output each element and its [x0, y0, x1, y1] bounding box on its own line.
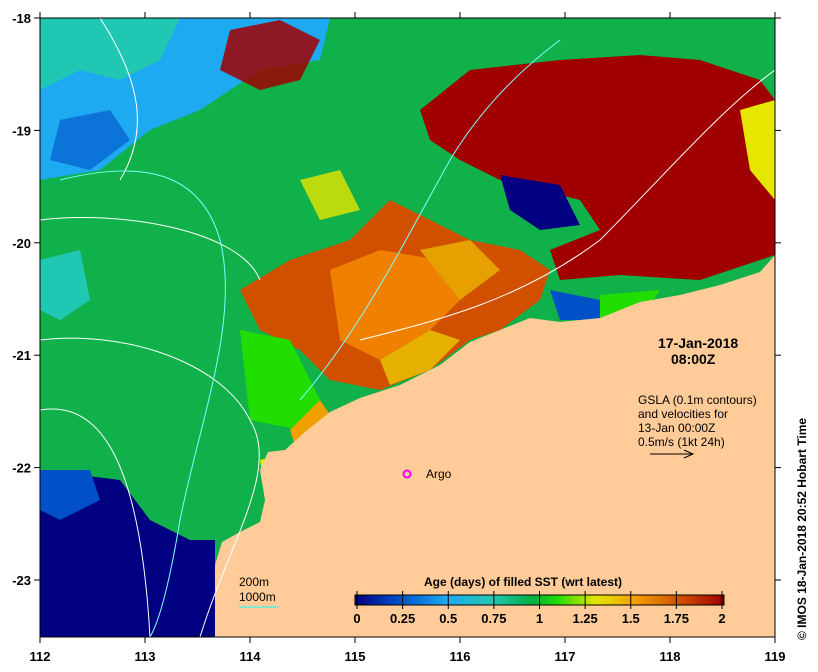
colorbar-tick-label: 1.5	[622, 611, 640, 626]
lat-tick-label: -18	[12, 11, 31, 26]
lon-tick-label: 114	[240, 649, 262, 664]
sst-field	[40, 18, 775, 637]
axis-ticks: 112 113 114 115 116 117 118 119 -18 -19 -20 -21 -22 -…	[12, 11, 785, 664]
colorbar-title: Age (days) of filled SST (wrt latest)	[424, 575, 622, 589]
lon-tick-label: 115	[345, 649, 366, 664]
gsla-line-1: GSLA (0.1m contours)	[638, 393, 757, 407]
colorbar-ticks: 0 0.25 0.5 0.75 1 1.25 1.5 1.75 2	[353, 591, 726, 626]
colorbar-tick-label: 1.25	[572, 611, 597, 626]
colorbar-tick-label: 0.75	[481, 611, 506, 626]
map-frame	[39, 17, 776, 638]
colorbar-tick-label: 1.75	[664, 611, 689, 626]
gsla-line-4: 0.5m/s (1kt 24h)	[638, 435, 725, 449]
argo-float-marker[interactable]	[402, 469, 412, 479]
lat-tick-label: -20	[12, 236, 31, 251]
colorbar-tick-label: 0.5	[439, 611, 457, 626]
lat-tick-label: -19	[12, 123, 31, 138]
lat-tick-label: -23	[12, 573, 31, 588]
credit-text: © IMOS 18-Jan-2018 20:52 Hobart Time	[795, 418, 809, 640]
lat-tick-label: -21	[12, 348, 31, 363]
colorbar-tick-label: 1	[536, 611, 543, 626]
colorbar-tick-label: 0.25	[390, 611, 415, 626]
colorbar-tick-label: 0	[353, 611, 360, 626]
colorbar-tick-label: 2	[718, 611, 725, 626]
lon-tick-label: 113	[135, 649, 156, 664]
lon-tick-label: 116	[450, 649, 471, 664]
lat-tick-label: -22	[12, 461, 31, 476]
contour-1000m-label: 1000m	[239, 590, 276, 604]
lon-tick-label: 117	[555, 649, 576, 664]
gsla-line-3: 13-Jan 00:00Z	[638, 421, 715, 435]
lon-tick-label: 112	[30, 649, 51, 664]
lon-tick-label: 119	[765, 649, 786, 664]
velocity-scale-arrow-icon	[650, 449, 695, 459]
gsla-line-2: and velocities for	[638, 407, 728, 421]
lon-tick-label: 118	[660, 649, 681, 664]
contour-200m-label: 200m	[239, 575, 269, 589]
date-label: 17-Jan-2018	[658, 335, 738, 351]
time-label: 08:00Z	[671, 351, 716, 367]
land-mass	[215, 255, 775, 637]
argo-label: Argo	[426, 467, 452, 481]
